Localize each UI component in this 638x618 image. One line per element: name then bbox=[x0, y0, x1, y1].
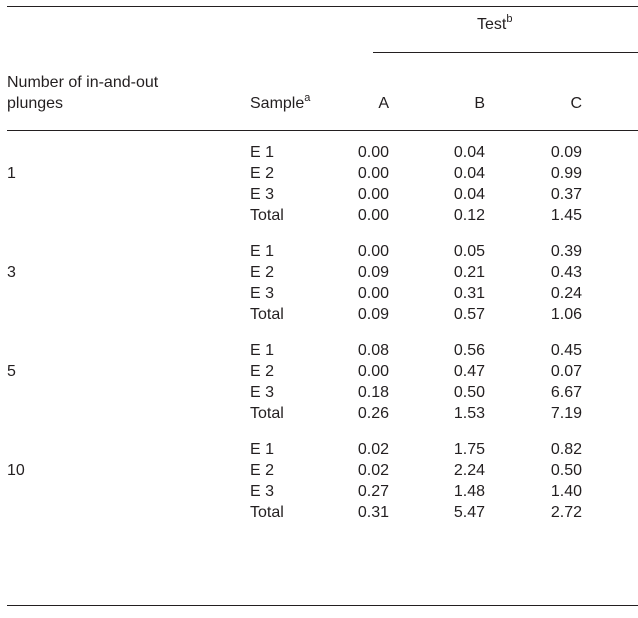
total-cell-a: 0.26 bbox=[357, 405, 389, 422]
value-cell-c: 0.99 bbox=[550, 165, 582, 182]
value-cell-c: 0.45 bbox=[550, 342, 582, 359]
value-cell-a: 0.00 bbox=[357, 285, 389, 302]
test-group-label: Test bbox=[477, 16, 507, 33]
value-cell-b: 0.04 bbox=[453, 186, 485, 203]
total-cell-b: 5.47 bbox=[453, 504, 485, 521]
value-cell-c: 0.39 bbox=[550, 243, 582, 260]
total-cell-a: 0.09 bbox=[357, 306, 389, 323]
value-cell-a: 0.27 bbox=[357, 483, 389, 500]
sample-header: Samplea bbox=[250, 92, 311, 114]
sample-cell: E 1 bbox=[250, 342, 275, 359]
column-header-a: A bbox=[378, 95, 389, 112]
value-cell-c: 6.67 bbox=[550, 384, 582, 401]
sample-cell: E 1 bbox=[250, 144, 275, 161]
value-cell-b: 0.21 bbox=[453, 264, 485, 281]
value-cell-b: 0.50 bbox=[453, 384, 485, 401]
value-cell-b: 0.56 bbox=[453, 342, 485, 359]
value-cell-a: 0.09 bbox=[357, 264, 389, 281]
sample-cell: E 2 bbox=[250, 264, 275, 281]
total-cell-b: 0.12 bbox=[453, 207, 485, 224]
plunges-value: 1 bbox=[7, 165, 16, 182]
column-header-b: B bbox=[474, 95, 485, 112]
sample-cell: E 2 bbox=[250, 165, 275, 182]
value-cell-c: 0.82 bbox=[550, 441, 582, 458]
sample-footnote-mark: a bbox=[304, 92, 311, 104]
sample-total-cell: Total bbox=[250, 405, 284, 422]
sample-cell: E 1 bbox=[250, 243, 275, 260]
value-cell-a: 0.00 bbox=[357, 186, 389, 203]
value-cell-c: 0.24 bbox=[550, 285, 582, 302]
value-cell-b: 0.31 bbox=[453, 285, 485, 302]
value-cell-b: 1.48 bbox=[453, 483, 485, 500]
sample-total-cell: Total bbox=[250, 306, 284, 323]
total-cell-c: 2.72 bbox=[550, 504, 582, 521]
value-cell-a: 0.00 bbox=[357, 363, 389, 380]
value-cell-c: 0.09 bbox=[550, 144, 582, 161]
total-cell-c: 1.06 bbox=[550, 306, 582, 323]
value-cell-c: 0.37 bbox=[550, 186, 582, 203]
table-bottom-rule bbox=[7, 605, 638, 606]
test-group-header: Testb bbox=[477, 13, 513, 35]
plunges-value: 5 bbox=[7, 363, 16, 380]
plunges-value: 10 bbox=[7, 462, 25, 479]
sample-cell: E 3 bbox=[250, 186, 275, 203]
sample-header-label: Sample bbox=[250, 95, 305, 112]
value-cell-b: 2.24 bbox=[453, 462, 485, 479]
total-cell-b: 1.53 bbox=[453, 405, 485, 422]
plunges-header-line-2: plunges bbox=[7, 95, 64, 112]
column-header-c: C bbox=[570, 95, 582, 112]
sample-total-cell: Total bbox=[250, 504, 284, 521]
value-cell-a: 0.18 bbox=[357, 384, 389, 401]
sample-total-cell: Total bbox=[250, 207, 284, 224]
test-group-footnote-mark: b bbox=[506, 13, 513, 25]
sample-cell: E 3 bbox=[250, 483, 275, 500]
header-bottom-rule bbox=[7, 130, 638, 131]
value-cell-b: 1.75 bbox=[453, 441, 485, 458]
value-cell-a: 0.08 bbox=[357, 342, 389, 359]
value-cell-b: 0.04 bbox=[453, 165, 485, 182]
value-cell-c: 0.50 bbox=[550, 462, 582, 479]
total-cell-a: 0.31 bbox=[357, 504, 389, 521]
value-cell-b: 0.05 bbox=[453, 243, 485, 260]
value-cell-b: 0.04 bbox=[453, 144, 485, 161]
value-cell-a: 0.00 bbox=[357, 243, 389, 260]
test-group-rule bbox=[373, 52, 638, 53]
plunges-value: 3 bbox=[7, 264, 16, 281]
total-cell-a: 0.00 bbox=[357, 207, 389, 224]
sample-cell: E 3 bbox=[250, 384, 275, 401]
value-cell-a: 0.02 bbox=[357, 462, 389, 479]
value-cell-a: 0.00 bbox=[357, 165, 389, 182]
value-cell-c: 0.43 bbox=[550, 264, 582, 281]
plunges-header-line-1: Number of in-and-out bbox=[7, 74, 159, 91]
sample-cell: E 2 bbox=[250, 363, 275, 380]
value-cell-b: 0.47 bbox=[453, 363, 485, 380]
total-cell-b: 0.57 bbox=[453, 306, 485, 323]
total-cell-c: 7.19 bbox=[550, 405, 582, 422]
value-cell-a: 0.02 bbox=[357, 441, 389, 458]
value-cell-c: 1.40 bbox=[550, 483, 582, 500]
value-cell-a: 0.00 bbox=[357, 144, 389, 161]
sample-cell: E 2 bbox=[250, 462, 275, 479]
total-cell-c: 1.45 bbox=[550, 207, 582, 224]
sample-cell: E 1 bbox=[250, 441, 275, 458]
sample-cell: E 3 bbox=[250, 285, 275, 302]
table-top-rule bbox=[7, 6, 638, 7]
value-cell-c: 0.07 bbox=[550, 363, 582, 380]
